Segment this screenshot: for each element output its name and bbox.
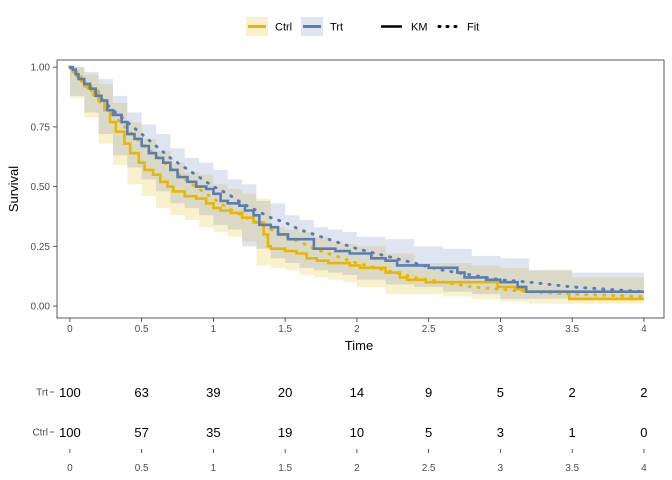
legend-label: Ctrl xyxy=(275,22,292,34)
risk-count: 1 xyxy=(569,425,576,440)
risk-count: 10 xyxy=(350,425,364,440)
x-tick-label: 0.5 xyxy=(135,324,149,335)
legend-label: Fit xyxy=(467,22,479,34)
risk-x-tick-label: 2.5 xyxy=(422,463,436,474)
risk-count: 5 xyxy=(425,425,432,440)
risk-group-label: Trt xyxy=(36,388,48,399)
x-tick-label: 2 xyxy=(354,324,360,335)
risk-x-tick-label: 4 xyxy=(641,463,647,474)
axes: 0 0.5 1 1.5 2 2.5 3 3.5 4 0.00 0.25 0.50 0.75 1.00 xyxy=(31,59,665,335)
legend-key-trt: Trt xyxy=(301,17,343,36)
risk-count: 100 xyxy=(59,385,81,400)
x-axis-title: Time xyxy=(345,338,373,353)
plot-area xyxy=(68,65,646,304)
risk-count: 20 xyxy=(278,385,292,400)
risk-count: 39 xyxy=(206,385,220,400)
km-line-trt xyxy=(69,65,644,294)
risk-count: 19 xyxy=(278,425,292,440)
legend: Ctrl Trt KM Fit xyxy=(246,17,479,36)
risk-count: 2 xyxy=(640,385,647,400)
risk-count: 9 xyxy=(425,385,432,400)
y-tick-label: 0.00 xyxy=(31,302,51,313)
risk-count: 57 xyxy=(134,425,148,440)
risk-x-tick-label: 1 xyxy=(211,463,217,474)
risk-count: 3 xyxy=(497,425,504,440)
risk-x-tick-label: 0 xyxy=(67,463,73,474)
legend-label: KM xyxy=(411,22,428,34)
y-axis-title: Survival xyxy=(6,166,21,212)
risk-count: 35 xyxy=(206,425,220,440)
risk-count: 2 xyxy=(569,385,576,400)
x-tick-label: 1.5 xyxy=(278,324,292,335)
risk-count: 0 xyxy=(640,425,647,440)
legend-key-ctrl: Ctrl xyxy=(246,17,292,36)
risk-x-tick-label: 2 xyxy=(354,463,360,474)
risk-row-ctrl: Ctrl 100 57 35 19 10 5 3 1 0 xyxy=(32,425,647,440)
x-tick-label: 4 xyxy=(641,324,647,335)
x-tick-label: 0 xyxy=(67,324,73,335)
legend-key-km: KM xyxy=(381,22,428,34)
y-tick-label: 0.25 xyxy=(31,242,51,253)
x-tick-label: 1 xyxy=(211,324,217,335)
panel-border xyxy=(56,59,665,319)
risk-group-label: Ctrl xyxy=(32,428,48,439)
risk-count: 63 xyxy=(134,385,148,400)
risk-x-tick-label: 0.5 xyxy=(135,463,149,474)
risk-count: 14 xyxy=(350,385,364,400)
x-tick-label: 2.5 xyxy=(422,324,436,335)
y-tick-label: 1.00 xyxy=(31,63,51,74)
x-tick-label: 3.5 xyxy=(565,324,579,335)
fit-line-trt xyxy=(68,65,646,294)
y-tick-label: 0.50 xyxy=(31,182,51,193)
legend-label: Trt xyxy=(330,22,343,34)
ci-band-ctrl xyxy=(69,67,644,304)
legend-key-fit: Fit xyxy=(437,22,479,34)
risk-x-tick-label: 3.5 xyxy=(565,463,579,474)
risk-x-tick-label: 1.5 xyxy=(278,463,292,474)
x-tick-label: 3 xyxy=(498,324,504,335)
risk-row-trt: Trt 100 63 39 20 14 9 5 2 2 xyxy=(36,385,647,400)
risk-x-tick-label: 3 xyxy=(498,463,504,474)
y-tick-label: 0.75 xyxy=(31,122,51,133)
risk-count: 100 xyxy=(59,425,81,440)
risk-count: 5 xyxy=(497,385,504,400)
